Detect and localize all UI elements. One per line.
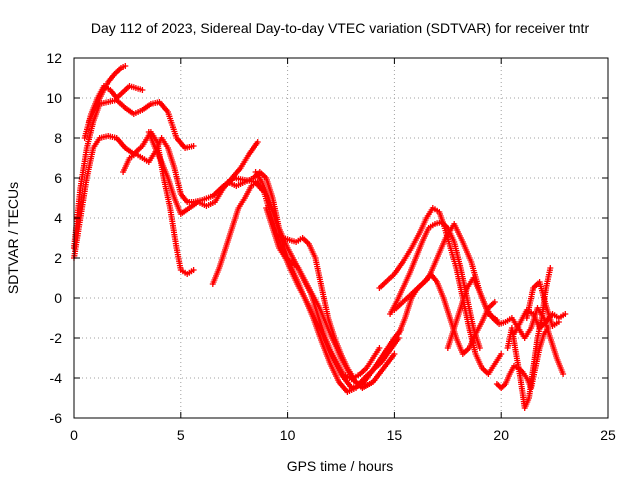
series-markers [523, 279, 562, 329]
x-tick-label: 10 [280, 427, 296, 443]
y-tick-label: 2 [54, 250, 62, 266]
series-layer [71, 63, 569, 411]
series-markers [263, 205, 359, 385]
y-tick-label: 10 [46, 90, 62, 106]
series-markers [504, 265, 554, 411]
series-markers [145, 129, 261, 217]
series-markers [387, 219, 483, 351]
y-tick-label: 6 [54, 170, 62, 186]
grid-layer [74, 58, 608, 418]
y-tick-label: -6 [50, 410, 63, 426]
y-tick-label: 4 [54, 210, 62, 226]
y-tick-label: 8 [54, 130, 62, 146]
plot-frame [73, 57, 609, 419]
x-tick-label: 0 [70, 427, 78, 443]
series-markers [395, 271, 498, 357]
series-line [226, 171, 396, 389]
y-tick-label: 12 [46, 50, 62, 66]
tick-layer: 0 5 10 15 20 25 -6 -4 -2 0 2 4 6 8 10 12 [46, 50, 616, 443]
x-tick-label: 15 [387, 427, 403, 443]
series-sat-o [395, 271, 498, 357]
chart-title: Day 112 of 2023, Sidereal Day-to-day VTE… [91, 20, 590, 36]
series-sat-a [71, 97, 197, 251]
y-tick-label: -4 [50, 370, 63, 386]
x-axis-label: GPS time / hours [287, 458, 394, 474]
series-sat-f [145, 129, 261, 217]
x-tick-label: 25 [600, 427, 616, 443]
series-sat-c [86, 63, 129, 125]
x-tick-label: 20 [493, 427, 509, 443]
series-markers [86, 63, 129, 125]
y-axis-label: SDTVAR / TECUs [5, 182, 21, 294]
series-sat-r [504, 265, 554, 411]
x-tick-label: 5 [177, 427, 185, 443]
y-tick-label: -2 [50, 330, 63, 346]
series-sat-k [263, 205, 359, 385]
series-sat-t [523, 279, 562, 329]
y-tick-label: 0 [54, 290, 62, 306]
